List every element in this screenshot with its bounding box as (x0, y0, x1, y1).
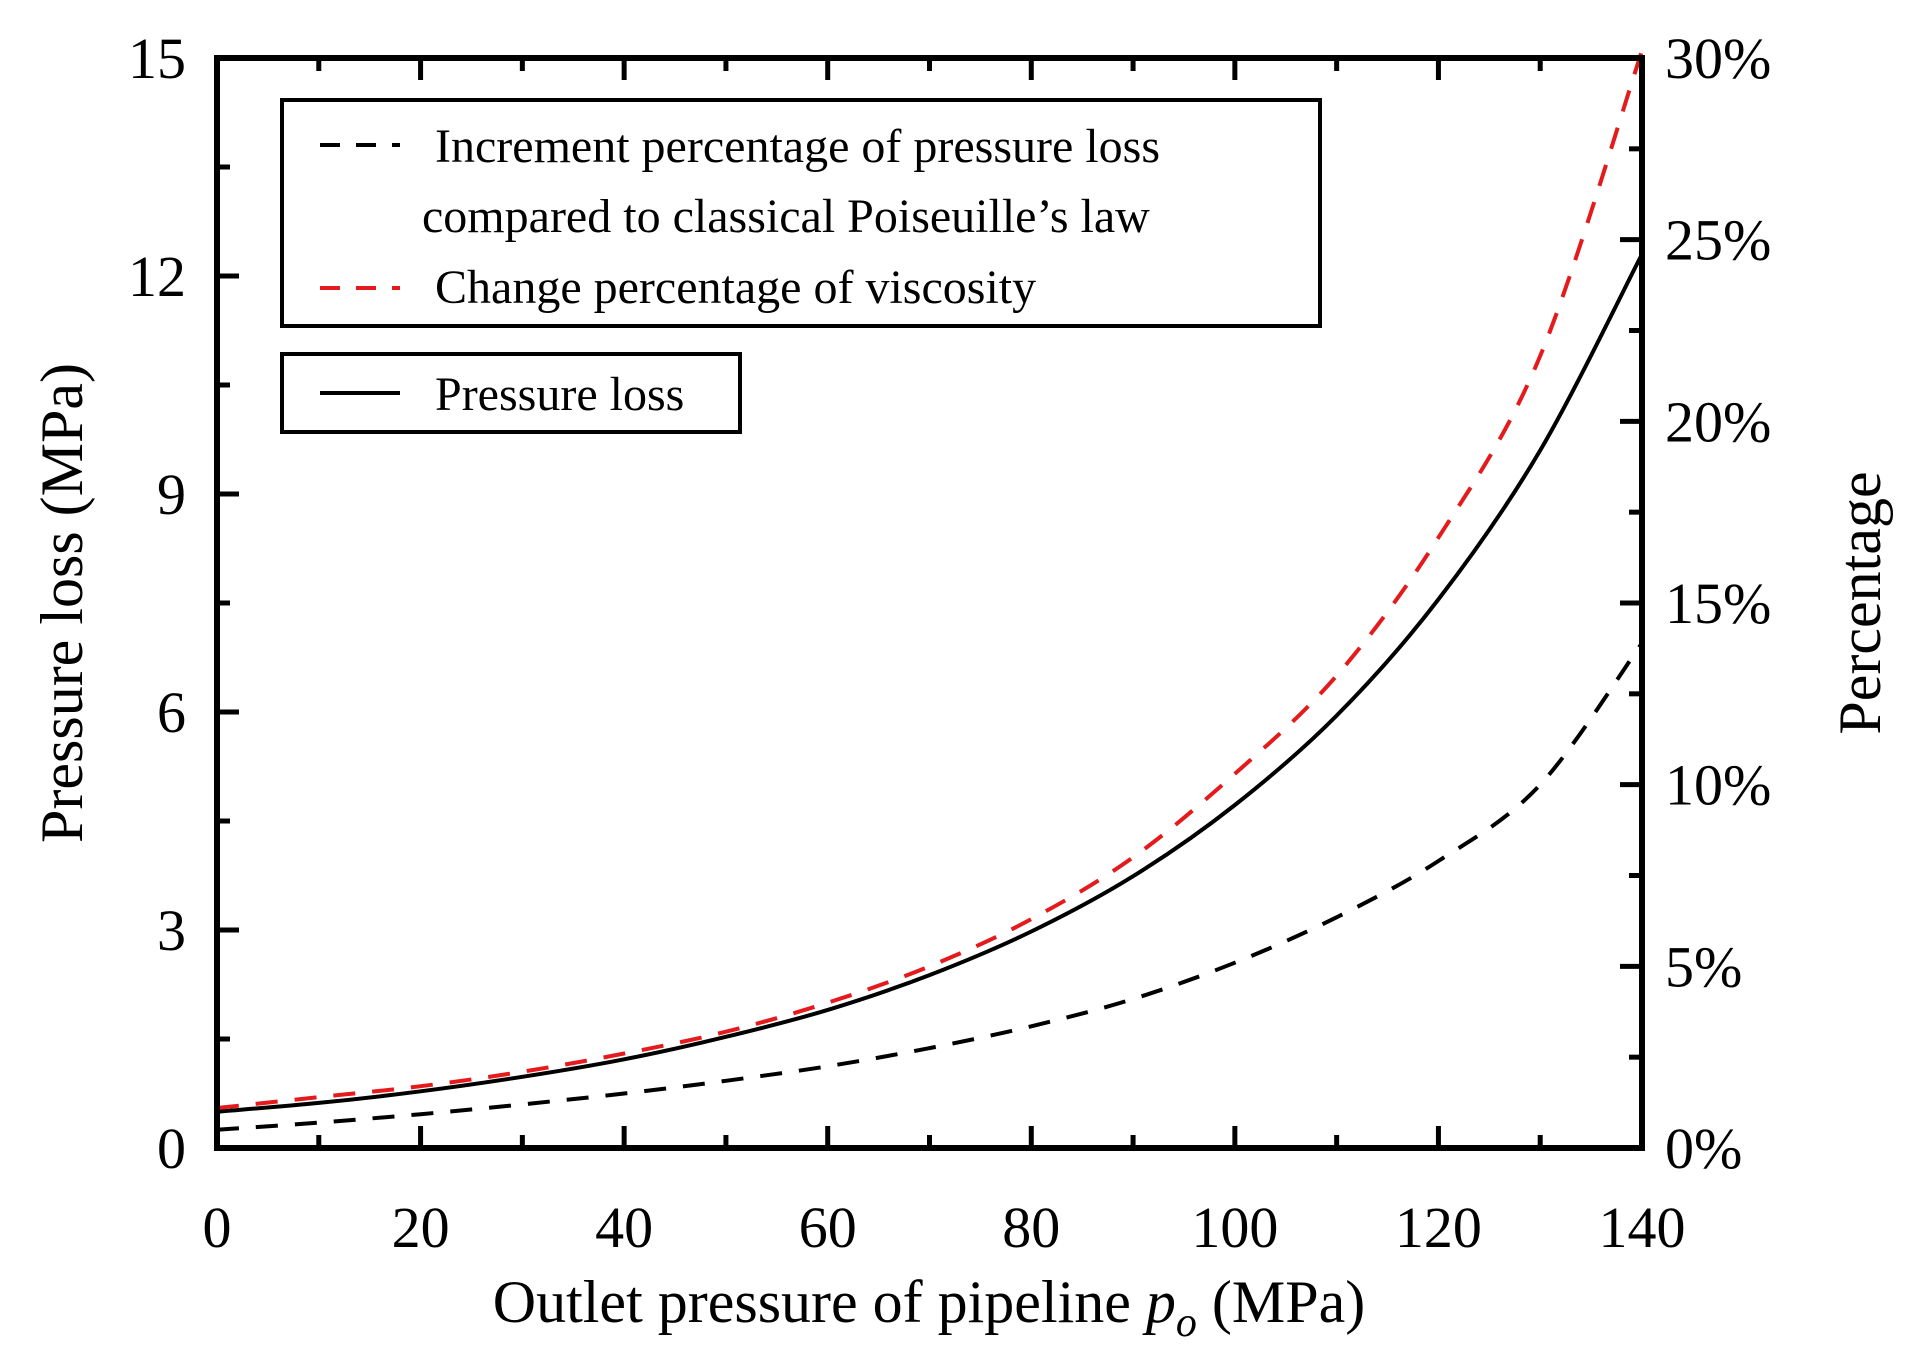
y-left-tick-label-3: 3 (157, 898, 186, 963)
series-line-increment-percentage (216, 641, 1644, 1132)
x-axis-title-symbol: p (1142, 1269, 1176, 1335)
plot-frame (214, 55, 1645, 1151)
x-tick-label-80: 80 (1002, 1195, 1060, 1260)
y-right-tick-label-30pct: 30% (1665, 26, 1771, 91)
x-tick-label-100: 100 (1191, 1195, 1278, 1260)
x-tick-label-120: 120 (1395, 1195, 1482, 1260)
y-right-tick-label-10pct: 10% (1665, 753, 1771, 818)
x-axis-title-unit: (MPa) (1212, 1269, 1365, 1335)
legend-box-pressure-loss: Pressure loss (280, 352, 742, 434)
legend-label-viscosity: Change percentage of viscosity (435, 261, 1036, 314)
y-left-tick-label-0: 0 (157, 1116, 186, 1181)
x-tick-label-40: 40 (595, 1195, 653, 1260)
x-axis-title-text: Outlet pressure of pipeline (493, 1269, 1131, 1335)
legend-label-pressure-loss: Pressure loss (435, 368, 684, 421)
y-left-tick-label-15: 15 (128, 26, 186, 91)
y-left-axis-title: Pressure loss (MPa) (29, 363, 95, 843)
legend-label-increment-line2: compared to classical Poiseuille’s law (422, 190, 1150, 243)
series-line-pressure-loss (216, 253, 1644, 1114)
legend-frame-main (280, 98, 1322, 328)
y-right-axis-title: Percentage (1827, 471, 1893, 734)
y-left-tick-label-12: 12 (128, 244, 186, 309)
x-tick-label-20: 20 (392, 1195, 450, 1260)
legend-label-increment-line1: Increment percentage of pressure loss (435, 120, 1160, 173)
y-right-tick-label-20pct: 20% (1665, 389, 1771, 454)
y-left-tick-label-9: 9 (157, 462, 186, 527)
series-layer (216, 50, 1644, 1132)
x-axis-title-subscript: o (1176, 1300, 1197, 1346)
y-right-tick-label-5pct: 5% (1665, 934, 1742, 999)
y-right-tick-label-0pct: 0% (1665, 1116, 1742, 1181)
y-right-tick-label-15pct: 15% (1665, 571, 1771, 636)
series-line-viscosity-change (216, 50, 1644, 1110)
legend-box-main: Increment percentage of pressure loss co… (280, 98, 1322, 328)
x-tick-label-60: 60 (799, 1195, 857, 1260)
tick-labels-layer: 0 20 40 60 80 100 120 140 0 3 6 9 12 15 0% 5% 10% 15% 20% 2… (128, 26, 1771, 1260)
x-axis-title: Outlet pressure of pipeline po (MPa) (493, 1269, 1365, 1346)
y-right-tick-label-25pct: 25% (1665, 208, 1771, 273)
y-left-tick-label-6: 6 (157, 680, 186, 745)
x-tick-label-0: 0 (203, 1195, 232, 1260)
x-tick-label-140: 140 (1599, 1195, 1686, 1260)
